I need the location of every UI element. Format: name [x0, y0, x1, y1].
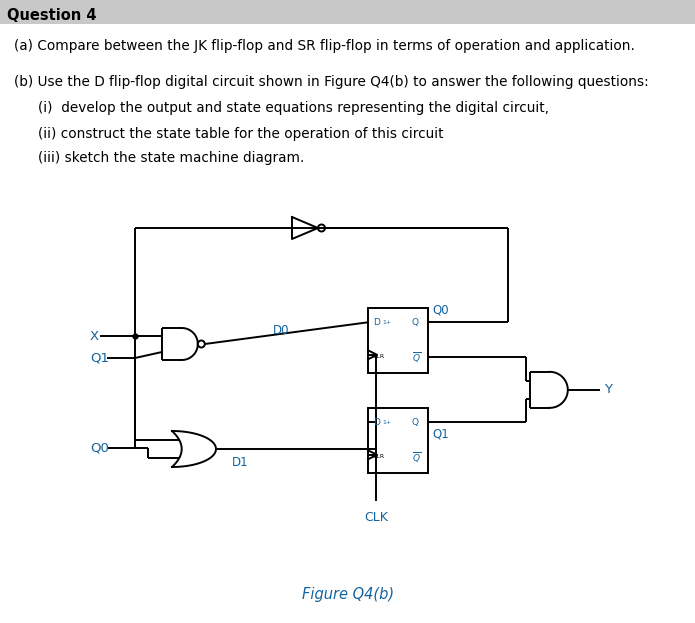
Bar: [368, 308, 428, 373]
Text: 1+: 1+: [382, 420, 391, 425]
Bar: [0, 0, 695, 24]
Text: Y: Y: [604, 383, 612, 396]
Text: (b) Use the D flip-flop digital circuit shown in Figure Q4(b) to answer the foll: (b) Use the D flip-flop digital circuit …: [14, 75, 648, 89]
Text: CLR: CLR: [373, 354, 385, 359]
Text: (i)  develop the output and state equations representing the digital circuit,: (i) develop the output and state equatio…: [38, 101, 549, 115]
Text: 1+: 1+: [382, 320, 391, 325]
Text: CLR: CLR: [373, 454, 385, 459]
Text: Question 4: Question 4: [7, 7, 97, 22]
Text: D1: D1: [232, 457, 249, 470]
Text: Figure Q4(b): Figure Q4(b): [302, 586, 394, 601]
Text: Q: Q: [412, 318, 419, 327]
Text: $\overline{Q}$: $\overline{Q}$: [412, 450, 421, 465]
Text: Q1: Q1: [90, 351, 109, 364]
Text: $\overline{Q}$: $\overline{Q}$: [412, 350, 421, 365]
Text: X: X: [90, 330, 99, 343]
Text: Q0: Q0: [432, 304, 449, 317]
Text: Q: Q: [412, 418, 419, 427]
Text: D: D: [373, 318, 380, 327]
Text: CLK: CLK: [364, 511, 388, 524]
Text: (a) Compare between the JK flip-flop and SR flip-flop in terms of operation and : (a) Compare between the JK flip-flop and…: [14, 39, 635, 53]
Text: (iii) sketch the state machine diagram.: (iii) sketch the state machine diagram.: [38, 151, 304, 165]
Text: Q0: Q0: [90, 442, 109, 455]
Text: D0: D0: [273, 323, 290, 336]
Text: (ii) construct the state table for the operation of this circuit: (ii) construct the state table for the o…: [38, 127, 443, 141]
Text: Q1: Q1: [432, 428, 449, 441]
Text: D: D: [373, 418, 380, 427]
Bar: [368, 408, 428, 473]
